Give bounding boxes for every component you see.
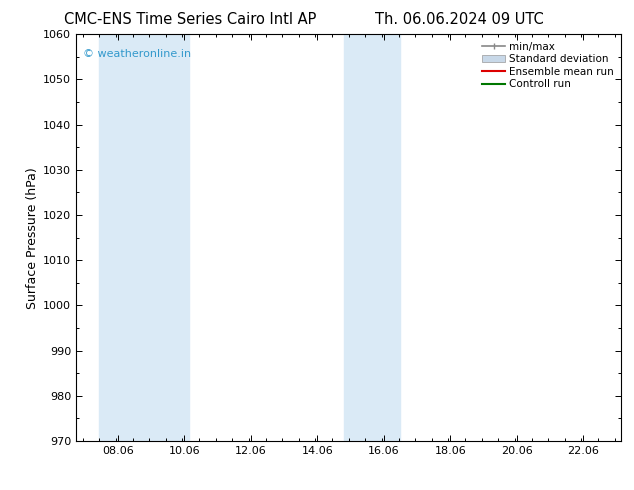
Y-axis label: Surface Pressure (hPa): Surface Pressure (hPa): [26, 167, 39, 309]
Bar: [344, 34, 400, 441]
Bar: [100, 34, 189, 441]
Text: CMC-ENS Time Series Cairo Intl AP: CMC-ENS Time Series Cairo Intl AP: [64, 12, 316, 27]
Legend: min/max, Standard deviation, Ensemble mean run, Controll run: min/max, Standard deviation, Ensemble me…: [480, 40, 616, 92]
Text: © weatheronline.in: © weatheronline.in: [82, 49, 191, 58]
Text: Th. 06.06.2024 09 UTC: Th. 06.06.2024 09 UTC: [375, 12, 544, 27]
